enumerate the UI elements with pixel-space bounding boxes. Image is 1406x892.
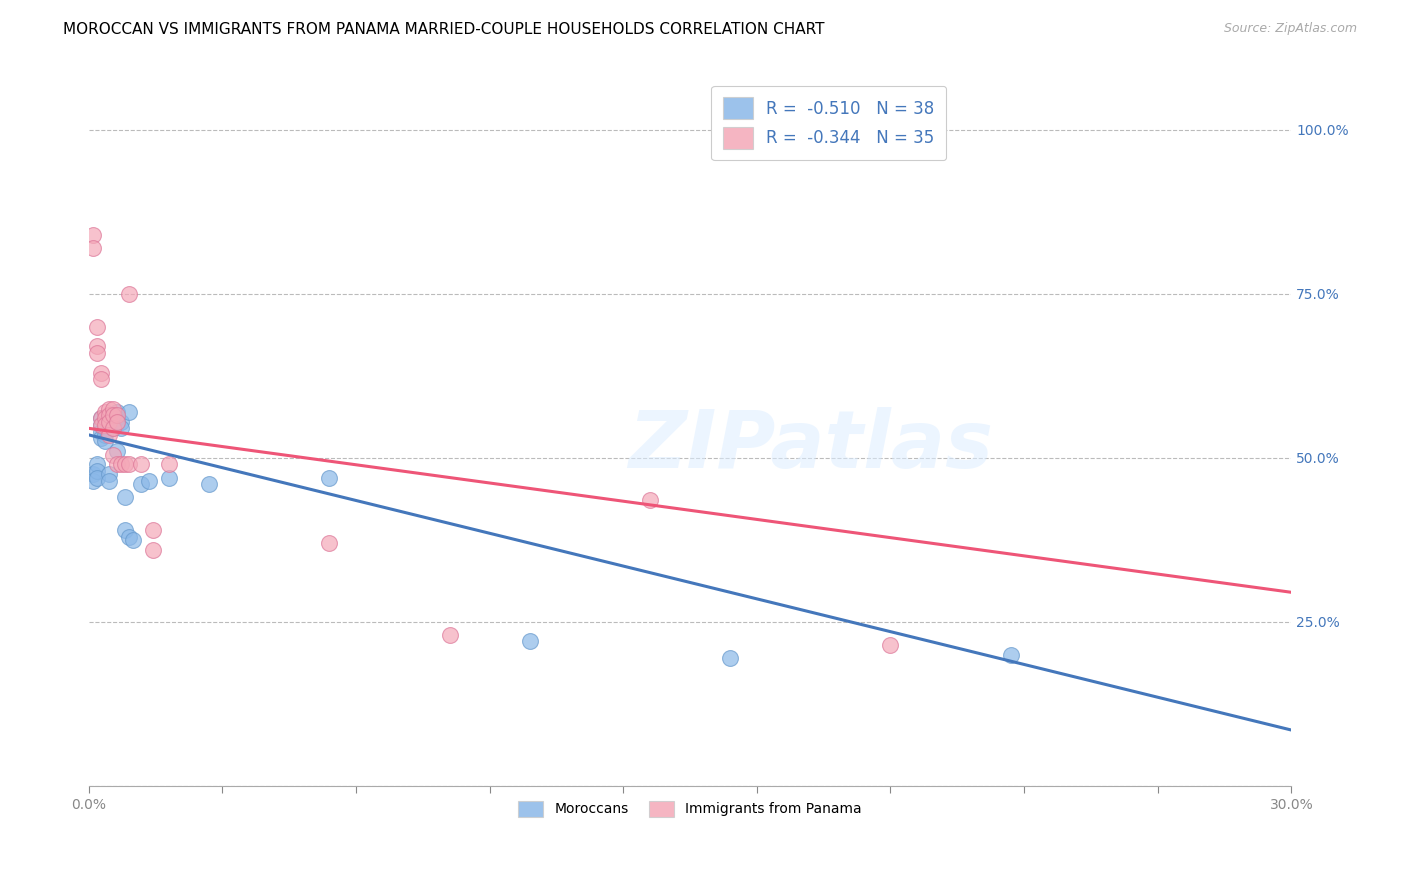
Point: [101, 448, 124, 462]
Point: [86, 458, 108, 472]
Point: [105, 411, 128, 425]
Point: [121, 533, 143, 547]
Point: [101, 415, 124, 429]
Point: [97, 415, 120, 429]
Point: [118, 458, 141, 472]
Point: [97, 408, 120, 422]
Text: MOROCCAN VS IMMIGRANTS FROM PANAMA MARRIED-COUPLE HOUSEHOLDS CORRELATION CHART: MOROCCAN VS IMMIGRANTS FROM PANAMA MARRI…: [63, 22, 825, 37]
Point: [638, 493, 661, 508]
Point: [118, 286, 141, 301]
Point: [114, 458, 136, 472]
Point: [198, 477, 221, 491]
Point: [90, 366, 112, 380]
Point: [142, 542, 165, 557]
Point: [439, 628, 461, 642]
Point: [82, 241, 104, 255]
Point: [114, 490, 136, 504]
Point: [86, 319, 108, 334]
Point: [101, 421, 124, 435]
Point: [82, 474, 104, 488]
Point: [318, 470, 340, 484]
Point: [129, 458, 152, 472]
Point: [105, 415, 128, 429]
Point: [157, 458, 180, 472]
Point: [90, 425, 112, 439]
Point: [105, 444, 128, 458]
Point: [94, 434, 117, 449]
Legend: Moroccans, Immigrants from Panama: Moroccans, Immigrants from Panama: [510, 792, 870, 825]
Point: [90, 418, 112, 433]
Point: [86, 470, 108, 484]
Point: [90, 372, 112, 386]
Point: [97, 401, 120, 416]
Point: [101, 421, 124, 435]
Point: [94, 418, 117, 433]
Point: [110, 458, 132, 472]
Point: [90, 411, 112, 425]
Text: ZIPatlas: ZIPatlas: [628, 407, 993, 484]
Point: [97, 467, 120, 482]
Point: [105, 408, 128, 422]
Point: [118, 405, 141, 419]
Point: [110, 421, 132, 435]
Point: [82, 467, 104, 482]
Point: [90, 411, 112, 425]
Point: [97, 474, 120, 488]
Point: [94, 421, 117, 435]
Point: [101, 408, 124, 422]
Point: [101, 401, 124, 416]
Point: [86, 464, 108, 478]
Point: [110, 415, 132, 429]
Point: [105, 405, 128, 419]
Point: [90, 418, 112, 433]
Point: [101, 408, 124, 422]
Point: [90, 431, 112, 445]
Point: [118, 530, 141, 544]
Point: [97, 428, 120, 442]
Point: [318, 536, 340, 550]
Point: [718, 651, 741, 665]
Point: [519, 634, 541, 648]
Point: [97, 411, 120, 425]
Point: [105, 458, 128, 472]
Point: [157, 470, 180, 484]
Point: [82, 227, 104, 242]
Point: [94, 411, 117, 425]
Point: [94, 405, 117, 419]
Point: [86, 339, 108, 353]
Point: [94, 415, 117, 429]
Point: [129, 477, 152, 491]
Point: [114, 523, 136, 537]
Point: [94, 428, 117, 442]
Point: [86, 346, 108, 360]
Text: Source: ZipAtlas.com: Source: ZipAtlas.com: [1223, 22, 1357, 36]
Point: [1000, 648, 1022, 662]
Point: [142, 523, 165, 537]
Point: [138, 474, 160, 488]
Point: [879, 638, 901, 652]
Point: [97, 418, 120, 433]
